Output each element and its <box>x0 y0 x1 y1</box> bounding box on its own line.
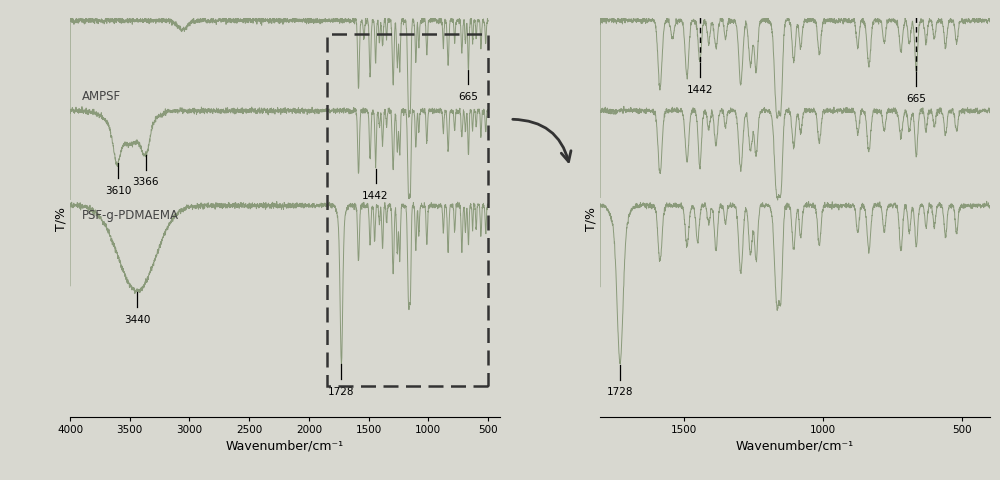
Text: CMPSF: CMPSF <box>82 0 121 3</box>
Text: 3366: 3366 <box>132 177 159 187</box>
Text: PSF-g-PDMAEMA: PSF-g-PDMAEMA <box>82 209 179 222</box>
Text: 665: 665 <box>458 92 478 102</box>
Text: 3610: 3610 <box>105 185 132 195</box>
X-axis label: Wavenumber/cm⁻¹: Wavenumber/cm⁻¹ <box>736 439 854 452</box>
Text: 1442: 1442 <box>362 191 389 201</box>
Text: 3440: 3440 <box>124 314 150 324</box>
FancyArrowPatch shape <box>513 120 571 162</box>
Y-axis label: T/%: T/% <box>584 206 597 230</box>
Text: AMPSF: AMPSF <box>82 89 121 103</box>
Bar <box>327 35 488 386</box>
Y-axis label: T/%: T/% <box>54 206 67 230</box>
Text: 665: 665 <box>906 94 926 104</box>
Text: 1728: 1728 <box>328 386 355 396</box>
Text: 1728: 1728 <box>607 386 633 396</box>
X-axis label: Wavenumber/cm⁻¹: Wavenumber/cm⁻¹ <box>226 439 344 452</box>
Text: 1442: 1442 <box>686 85 713 95</box>
